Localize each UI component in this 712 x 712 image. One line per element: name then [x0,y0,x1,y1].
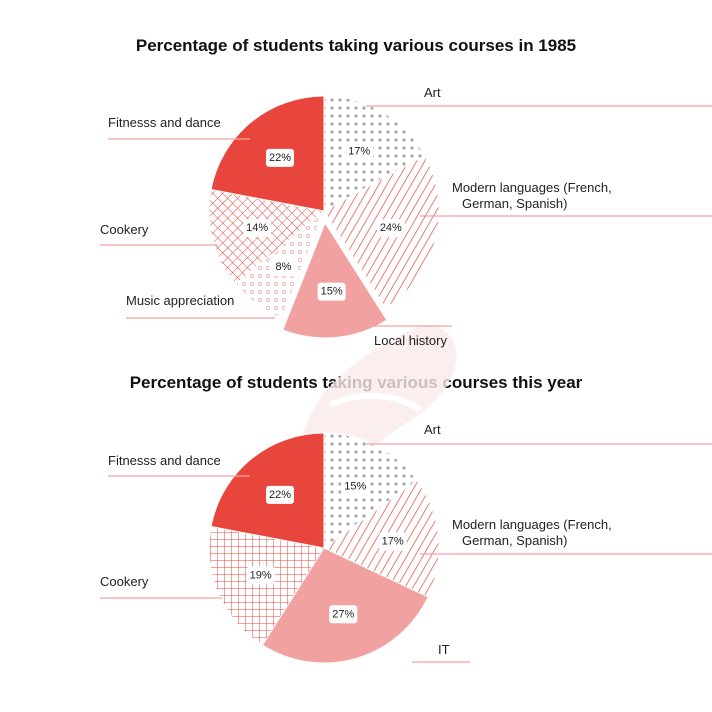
pct-label-modern-languages-french-german-spanish: 17% [382,536,404,548]
category-label-cookery: Cookery [100,222,149,237]
pct-label-music-appreciation: 8% [275,261,291,273]
pct-label-cookery: 14% [246,222,268,234]
category-label-modern-languages-french-german-spanish-line-1: Modern languages (French, [452,180,612,195]
category-label-art: Art [424,422,441,437]
pct-label-it: 27% [332,608,354,620]
category-label-music-appreciation: Music appreciation [126,293,234,308]
pct-label-local-history: 15% [321,286,343,298]
pct-label-box-fitnesss-and-dance [266,485,295,504]
slice-art [323,95,426,212]
pct-label-art: 15% [344,481,366,493]
category-label-modern-languages-french-german-spanish-line-2: German, Spanish) [462,196,568,211]
slice-cookery [208,525,325,646]
chart-title-1985: Percentage of students taking various co… [135,36,577,55]
slice-local-history [282,221,388,339]
pct-label-box-cookery [243,219,272,238]
category-label-local-history: Local history [374,333,447,348]
pct-label-box-modern-languages-french-german-spanish [376,219,405,238]
pct-label-box-modern-languages-french-german-spanish [378,532,407,551]
pct-label-box-it [329,605,358,624]
pct-label-box-art [345,142,374,161]
pct-label-fitnesss-and-dance: 22% [269,489,291,501]
pct-label-box-art [341,477,370,496]
pct-label-cookery: 19% [250,569,272,581]
category-label-modern-languages-french-german-spanish-line-1: Modern languages (French, [452,517,612,532]
pct-label-box-music-appreciation [269,257,298,276]
category-label-modern-languages-french-german-spanish-line-2: German, Spanish) [462,533,568,548]
pct-label-art: 17% [348,146,370,158]
pct-label-box-cookery [246,566,275,585]
pct-label-box-fitnesss-and-dance [266,148,295,167]
category-label-cookery: Cookery [100,574,149,589]
category-label-art: Art [424,85,441,100]
pct-label-box-local-history [317,282,346,301]
category-label-fitnesss-and-dance: Fitnesss and dance [108,115,221,130]
pie-chart-this-year: 15% Art 17% Modern languages (French,German… [100,422,712,664]
pie-chart-1985: 17% Art 24% Modern languages (French,German… [100,85,712,348]
pct-label-modern-languages-french-german-spanish: 24% [380,222,402,234]
slice-art [323,432,418,549]
pct-label-fitnesss-and-dance: 22% [269,152,291,164]
category-label-fitnesss-and-dance: Fitnesss and dance [108,453,221,468]
category-label-it: IT [438,642,450,657]
